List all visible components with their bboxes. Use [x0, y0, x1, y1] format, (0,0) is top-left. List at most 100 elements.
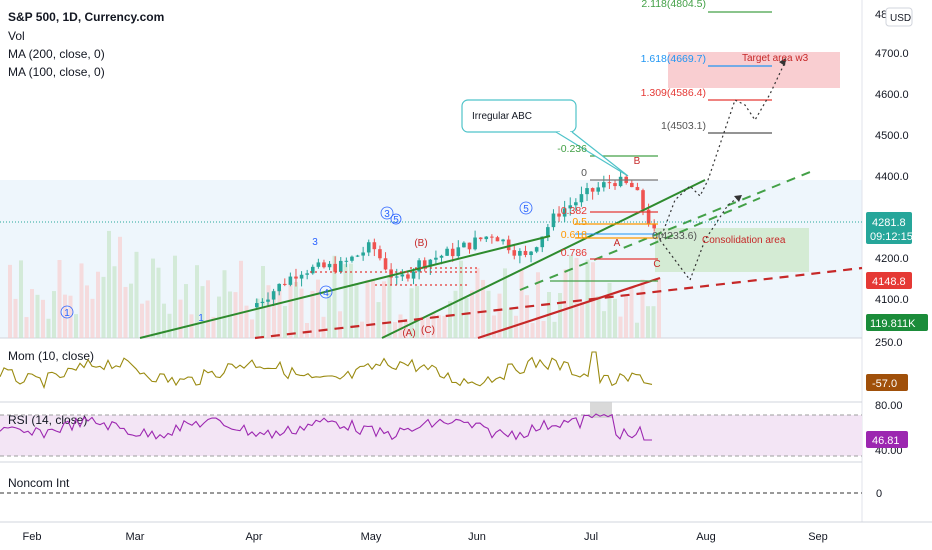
volume-bar: [585, 259, 590, 338]
volume-bar: [156, 267, 161, 338]
volume-bar: [338, 311, 342, 338]
volume-bar: [349, 263, 353, 338]
candle-body: [473, 237, 477, 250]
ma-price-tag[interactable]: 4148.8: [866, 272, 912, 289]
volume-bar: [651, 306, 656, 338]
volume-bar: [640, 279, 645, 338]
candle-body: [394, 276, 399, 278]
volume-bar: [563, 269, 568, 338]
volume-bar: [492, 315, 496, 338]
volume-bar: [437, 315, 441, 338]
candle-body: [506, 239, 511, 251]
volume-bars: [8, 230, 661, 338]
candle-body: [277, 283, 281, 292]
candle-body: [562, 208, 567, 217]
volume-bar: [497, 293, 502, 338]
last-price-tag[interactable]: 4281.8 09:12:15: [866, 212, 913, 244]
channel-dashed-green-2: [649, 197, 761, 246]
indicator-ma100[interactable]: MA (100, close, 0): [8, 65, 105, 79]
volume-bar: [536, 272, 540, 338]
callout-text: Irregular ABC: [472, 111, 532, 122]
candle-body: [383, 258, 388, 270]
time-tick-label: Mar: [126, 531, 145, 543]
volume-tag[interactable]: 119.811K: [866, 314, 928, 331]
candle-body: [652, 224, 656, 229]
volume-bar: [46, 318, 51, 338]
currency-label: USD: [890, 13, 911, 24]
volume-bar: [602, 311, 606, 338]
fib-mid-label: 0(4233.6): [652, 230, 697, 242]
volume-bar: [145, 300, 150, 338]
candle-body: [434, 257, 438, 260]
consolidation-area-box: [655, 228, 809, 272]
volume-bar: [96, 271, 100, 338]
volume-bar: [530, 322, 535, 338]
candle-body: [327, 263, 332, 268]
volume-bar: [508, 308, 513, 338]
volume-bar: [371, 278, 375, 338]
currency-button[interactable]: USD: [885, 7, 913, 27]
trendline-green-lower: [139, 235, 551, 339]
volume-bar: [613, 298, 617, 338]
indicator-vol[interactable]: Vol: [8, 29, 25, 43]
projection-arrow-up: [779, 58, 786, 66]
price-axis[interactable]: 4100.04200.04300.04400.04500.04600.04700…: [875, 48, 909, 306]
candle-body: [350, 256, 354, 261]
volume-bar: [354, 283, 359, 338]
fib-ret-label-0786: 0.786: [561, 247, 587, 259]
candle-body: [641, 190, 645, 210]
volume-bar: [63, 294, 67, 338]
volume-bar: [85, 285, 89, 338]
rsi-pane[interactable]: RSI (14, close): [0, 402, 862, 457]
volume-bar: [239, 260, 243, 338]
momentum-pane[interactable]: Mom (10, close): [0, 349, 653, 390]
rsi-axis-top: 80.00: [875, 400, 903, 412]
volume-bar: [376, 302, 381, 338]
volume-bar: [475, 268, 480, 338]
volume-bar: [35, 294, 40, 338]
volume-bar: [162, 303, 166, 338]
fib-ret-label-05: 0.5: [572, 216, 587, 228]
rsi-tag[interactable]: 46.81: [866, 431, 908, 448]
volume-bar: [316, 279, 320, 338]
volume-bar: [200, 286, 205, 338]
candle-body: [529, 251, 533, 256]
irregular-abc-callout[interactable]: Irregular ABC: [461, 99, 629, 177]
momentum-tag[interactable]: -57.0: [866, 374, 908, 391]
candle-body: [316, 262, 321, 267]
price-tick-label: 4200.0: [875, 253, 909, 265]
volume-bar: [250, 319, 254, 338]
volume-bar: [558, 292, 562, 338]
candle-body: [635, 187, 640, 191]
indicator-ma200[interactable]: MA (200, close, 0): [8, 47, 105, 61]
volume-bar: [470, 290, 474, 338]
candle-body: [333, 263, 337, 272]
candle-body: [310, 266, 315, 274]
volume-bar: [332, 255, 337, 338]
volume-bar: [184, 284, 188, 338]
candle-body: [282, 283, 287, 285]
volume-bar: [101, 276, 106, 338]
volume-bar: [574, 257, 579, 338]
fib-ret-label-0618: 0.618: [561, 229, 587, 241]
volume-bar: [222, 270, 227, 338]
volume-bar: [618, 316, 623, 338]
price-tick-top-partial: 48: [875, 9, 887, 21]
candle-body: [445, 248, 449, 256]
time-axis[interactable]: Feb Mar Apr May Jun Jul Aug Sep: [23, 531, 828, 543]
candle-body: [439, 255, 444, 258]
noncom-pane[interactable]: Noncom Int: [0, 476, 862, 494]
candle-body: [322, 262, 326, 268]
candle-body: [478, 237, 483, 240]
volume-bar: [288, 283, 293, 338]
trendline-red: [477, 276, 661, 340]
volume-bar: [167, 313, 172, 338]
candle-body: [495, 237, 500, 242]
volume-bar: [266, 285, 271, 338]
volume-bar: [404, 319, 408, 338]
rsi-value: 46.81: [872, 435, 900, 447]
candle-body: [355, 255, 360, 257]
noncom-title: Noncom Int: [8, 476, 70, 490]
price-tick-label: 4600.0: [875, 89, 909, 101]
